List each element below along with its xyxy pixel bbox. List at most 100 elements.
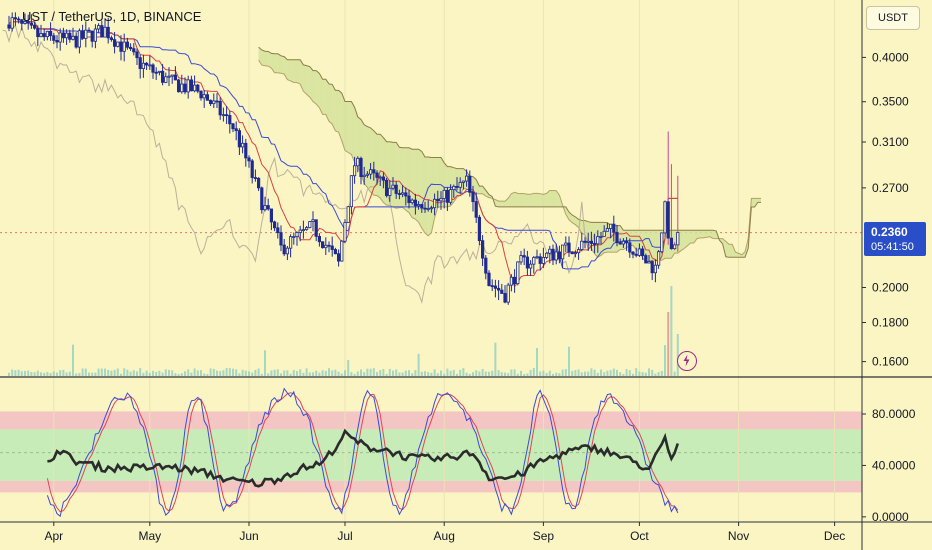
volume-bar-96 [315,370,318,376]
cloud-seg-57 [274,53,278,73]
candle-body-30 [103,26,107,38]
candle-body-117 [381,176,386,181]
candle-body-197 [637,248,642,256]
candle-body-146 [474,201,478,218]
cloud-seg-158 [597,222,601,258]
volume-bar-195 [632,373,634,376]
volume-bar-77 [254,369,257,376]
volume-bar-94 [308,372,311,376]
candle-body-118 [384,179,389,196]
volume-bar-202 [654,373,657,376]
candle-body-44 [148,64,152,67]
volume-bar-146 [475,370,478,376]
price-tick-label-5: 0.1800 [872,315,909,329]
volume-bar-140 [456,373,458,376]
volume-bar-4 [20,371,23,376]
cloud-seg-207 [754,198,758,207]
lightning-icon[interactable] [677,351,697,371]
candle-body-201 [650,261,654,274]
currency-button[interactable]: USDT [866,6,920,30]
volume-bar-2 [14,370,17,376]
cloud-seg-136 [527,194,531,207]
candle-body-74 [244,142,248,159]
candle-body-21 [74,35,78,48]
candle-body-18 [65,32,69,39]
volume-bar-51 [171,370,174,376]
cloud-seg-191 [703,230,707,238]
candle-body-11 [42,33,46,38]
candle-body-41 [138,57,142,69]
cloud-seg-199 [729,244,733,258]
cloud-seg-206 [751,198,755,207]
volume-bar-29 [100,368,103,376]
candle-body-141 [458,182,462,188]
candle-body-19 [68,32,72,40]
volume-bar-11 [43,372,46,376]
volume-bar-183 [593,369,596,376]
candle-body-61 [202,94,206,99]
candle-body-133 [432,198,437,209]
cloud-seg-82 [354,107,358,167]
volume-bar-208 [673,371,676,376]
volume-bar-6 [27,370,30,376]
candle-body-189 [612,223,616,233]
volume-bar-102 [334,369,337,376]
candle-body-73 [240,142,245,148]
candle-body-159 [516,261,520,285]
candle-body-101 [330,245,334,250]
volume-bar-61 [203,373,206,376]
candle-body-81 [266,205,270,210]
volume-bar-108 [353,373,356,376]
candle-body-119 [388,187,392,196]
volume-bar-181 [587,371,590,376]
candle-body-40 [135,51,139,59]
candle-body-16 [58,32,62,43]
candle-body-33 [113,39,117,47]
volume-bar-1 [11,369,14,376]
volume-bar-133 [433,369,436,376]
candle-body-98 [320,241,325,249]
volume-bar-110 [360,369,362,376]
candle-body-144 [468,175,472,193]
volume-bar-172 [558,373,561,376]
volume-bar-101 [331,370,334,376]
cloud-seg-58 [277,53,281,74]
price-tick-label-2: 0.3100 [872,135,909,149]
candle-body-106 [346,206,350,223]
candle-body-110 [359,157,363,178]
candle-body-60 [199,90,203,99]
volume-bar-67 [222,370,225,376]
volume-bar-17 [62,369,65,376]
candle-body-124 [404,192,408,197]
candle-body-0 [7,24,11,29]
candle-body-59 [196,84,200,92]
volume-bar-136 [443,373,446,376]
cloud-seg-72 [322,79,326,115]
candle-body-204 [660,232,664,253]
candle-body-23 [81,30,85,39]
volume-bar-27 [94,372,97,376]
volume-bar-59 [196,370,199,376]
volume-bar-119 [388,368,391,376]
candle-body-158 [513,276,517,285]
candle-body-104 [340,240,344,262]
volume-bar-103 [337,371,340,376]
volume-bar-112 [366,368,369,376]
candle-body-95 [311,219,315,223]
volume-bar-161 [523,373,526,376]
candle-body-114 [372,169,376,174]
volume-bar-137 [446,368,449,376]
candle-body-25 [87,29,91,32]
candle-body-103 [336,253,341,262]
volume-bar-109 [356,371,359,376]
cloud-seg-130 [508,193,512,207]
candle-body-179 [580,240,584,250]
volume-bar-89 [292,370,295,376]
cloud-seg-59 [281,55,285,75]
candle-body-142 [461,180,466,183]
bar-countdown: 05:41:50 [871,241,914,253]
cloud-seg-194 [713,230,717,239]
leading-span-b [258,46,761,258]
